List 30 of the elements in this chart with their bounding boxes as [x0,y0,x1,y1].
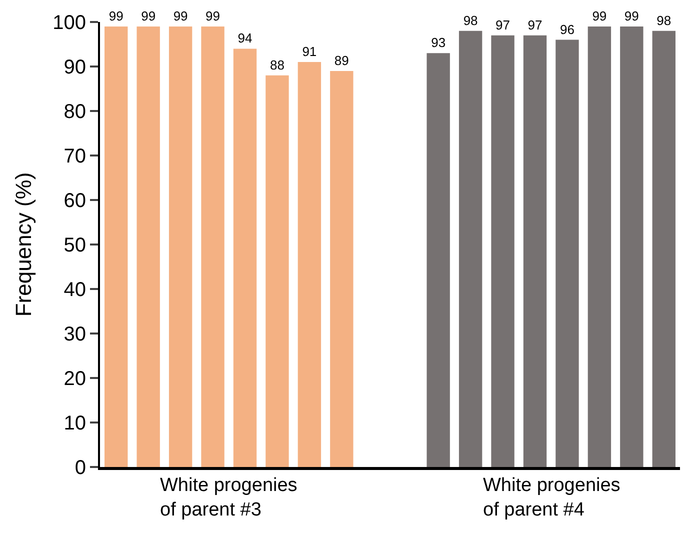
text: White progenies of parent #4 [483,475,620,521]
y-tick-label: 60 [64,190,86,212]
data-label: 91 [302,44,317,60]
data-label: 89 [334,52,349,68]
data-label: 98 [463,12,478,28]
data-label: 88 [270,57,284,72]
y-tick-label: 90 [64,56,86,78]
y-axis-title: Frequency (%) [10,172,36,317]
data-label: 97 [528,17,542,32]
data-label: 99 [173,8,188,24]
y-tick-label: 70 [64,146,86,168]
data-label: 97 [496,17,510,32]
y-tick-label: 80 [64,101,86,123]
y-tick-label: 100 [52,12,86,34]
data-label: 94 [238,30,252,46]
data-label: 99 [592,8,607,24]
data-label: 99 [141,8,156,24]
text: White progenies of parent #3 [160,475,298,521]
y-tick-label: 10 [64,412,86,434]
y-tick-label: 20 [64,368,86,390]
data-label: 93 [431,35,446,50]
data-label: 98 [656,12,672,28]
data-label: 96 [560,22,574,37]
y-tick-label: 30 [64,324,86,346]
y-tick-label: 0 [74,457,86,479]
data-label: 99 [206,8,220,24]
data-label: 99 [624,8,639,24]
data-label: 99 [108,8,124,24]
y-tick-label: 40 [64,279,86,301]
y-tick-label: 50 [64,234,86,256]
